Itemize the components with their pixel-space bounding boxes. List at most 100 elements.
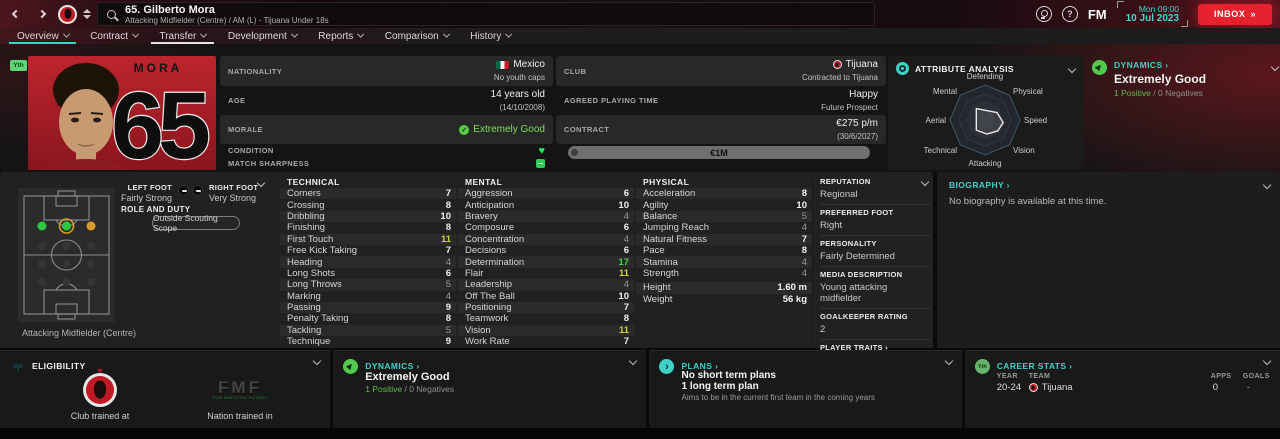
attribute-value: 4: [445, 290, 451, 302]
biography-empty-text: No biography is available at this time.: [949, 196, 1107, 207]
right-foot-label: RIGHT FOOT: [209, 183, 259, 192]
position-pitch-map: [18, 188, 115, 322]
position-dot-amc[interactable]: [62, 221, 71, 231]
dynamics-value: Extremely Good: [1114, 72, 1207, 86]
tab[interactable]: Development: [217, 28, 307, 44]
chevron-down-icon[interactable]: [944, 356, 953, 366]
club-value[interactable]: Tijuana: [802, 59, 878, 70]
chevron-down-icon[interactable]: [629, 356, 638, 366]
position-dot-ml[interactable]: [38, 242, 46, 250]
attribute-label: Heading: [287, 256, 323, 268]
forward-button[interactable]: [32, 4, 52, 24]
left-foot-label: LEFT FOOT: [127, 183, 173, 192]
position-dots[interactable]: [37, 218, 96, 286]
preferred-foot-label: PREFERRED FOOT: [820, 208, 894, 217]
attribute-row: Long Shots 6: [280, 268, 456, 279]
tab[interactable]: History: [459, 28, 522, 44]
position-dot-mc[interactable]: [62, 242, 71, 250]
personality-label: PERSONALITY: [820, 239, 877, 248]
biography-link[interactable]: BIOGRAPHY ›: [949, 180, 1010, 190]
attribute-row: Vision 11: [458, 324, 634, 337]
scouting-scope-button[interactable]: Outside Scouting Scope: [152, 213, 240, 233]
dynamics-pos-neg: 1 Positive / 0 Negatives: [1114, 88, 1206, 98]
dynamics-link[interactable]: DYNAMICS ›: [365, 361, 420, 371]
attribute-label: Leadership: [465, 279, 513, 291]
attribute-label: Stamina: [643, 256, 678, 268]
media-description-label: MEDIA DESCRIPTION: [820, 270, 903, 279]
inbox-arrows-icon: »: [1250, 9, 1257, 19]
career-header-team: TEAM: [1028, 373, 1051, 380]
physical-column: PHYSICAL Acceleration 8 Agility 10 Balan…: [636, 175, 812, 305]
tab[interactable]: Contract: [79, 28, 148, 44]
club-info-panel: CLUB Tijuana Contracted to Tijuana AGREE…: [556, 56, 886, 170]
goalkeeper-rating-value: 2: [820, 324, 826, 335]
chevron-down-icon[interactable]: [312, 356, 322, 366]
attribute-value: 11: [618, 324, 629, 336]
reputation-label: REPUTATION: [820, 177, 871, 186]
tab[interactable]: Overview: [6, 28, 79, 44]
playing-time-row: AGREED PLAYING TIME Happy Future Prospec…: [556, 86, 886, 115]
inbox-button[interactable]: INBOX »: [1198, 3, 1272, 25]
morale-label: MORALE: [228, 125, 263, 134]
attribute-label: Finishing: [287, 222, 326, 234]
back-button[interactable]: [6, 4, 26, 24]
chevron-down-icon: [132, 31, 139, 38]
radar-axis-technical: Technical: [924, 146, 958, 155]
tab-label: Transfer: [159, 30, 197, 42]
chevron-down-icon[interactable]: [1262, 180, 1272, 190]
career-stats-link[interactable]: CAREER STATS ›: [996, 361, 1073, 371]
attribute-label: Work Rate: [465, 336, 510, 348]
position-dot-dl[interactable]: [38, 278, 46, 286]
position-dot-dr[interactable]: [87, 278, 95, 286]
position-dot-dc[interactable]: [62, 278, 71, 286]
attribute-label: Long Shots: [287, 267, 336, 279]
role-and-duty-label: ROLE AND DUTY: [121, 205, 191, 214]
player-traits-link[interactable]: PLAYER TRAITS ›: [820, 343, 888, 352]
attribute-row: Positioning 7: [458, 301, 634, 314]
position-caption: Attacking Midfielder (Centre): [22, 328, 137, 338]
chevron-down-icon[interactable]: [1262, 356, 1272, 366]
tab[interactable]: Transfer: [148, 28, 216, 44]
playing-time-values: Happy Future Prospect: [821, 89, 878, 113]
attribute-value: 8: [445, 313, 451, 325]
player-position-summary: Attacking Midfielder (Centre) / AM (L) -…: [125, 15, 329, 25]
goalkeeper-rating-label: GOALKEEPER RATING: [820, 312, 908, 321]
position-dot-wbl[interactable]: [38, 260, 46, 268]
position-dot-dm[interactable]: [62, 260, 71, 268]
tab-label: Comparison: [384, 30, 439, 42]
dynamics-lines: DYNAMICS › Extremely Good 1 Positive / 0…: [1114, 60, 1206, 98]
attribute-row: Flair 11: [458, 268, 634, 279]
help-icon[interactable]: ?: [1061, 6, 1078, 22]
hint-icon[interactable]: [1035, 6, 1052, 22]
inbox-label: INBOX: [1213, 9, 1246, 19]
tab[interactable]: Comparison: [374, 28, 459, 44]
plans-link[interactable]: PLANS ›: [681, 361, 719, 371]
radar-axis-aerial: Aerial: [926, 116, 947, 125]
search-bar[interactable]: 65. Gilberto Mora Attacking Midfielder (…: [97, 2, 875, 26]
attribute-value: 8: [801, 245, 807, 257]
left-foot-icon: [178, 185, 190, 196]
physique-list: Height 1.60 m Weight 56 kg: [636, 282, 812, 305]
chevron-down-icon: [62, 31, 70, 38]
plans-panel: › PLANS › No short term plans 1 long ter…: [649, 350, 962, 428]
position-dot-amr[interactable]: [86, 221, 96, 231]
attribute-row: Leadership 4: [458, 279, 634, 291]
club-crest-icon[interactable]: [58, 4, 77, 24]
fmf-logo-subtext: POR NUESTRO FÚTBOL: [212, 395, 268, 400]
game-clock: Mon 09:00 10 Jul 2023: [1116, 1, 1189, 27]
cycle-buttons[interactable]: [83, 9, 91, 19]
attribute-label: Balance: [643, 210, 678, 222]
career-apps: 0: [1212, 382, 1219, 393]
tab[interactable]: Reports: [307, 28, 374, 44]
position-dot-mr[interactable]: [87, 242, 95, 250]
position-dot-aml[interactable]: [37, 221, 47, 231]
nationality-row: NATIONALITY Mexico No youth caps: [220, 56, 553, 86]
attribute-label: Bravery: [465, 210, 498, 222]
attribute-value: 9: [445, 336, 451, 348]
morale-text: Extremely Good: [473, 124, 545, 135]
career-team-cell[interactable]: Tijuana: [1028, 382, 1073, 393]
dynamics-link[interactable]: DYNAMICS ›: [1114, 60, 1169, 70]
attribute-label: Tackling: [287, 324, 322, 336]
attribute-label: Flair: [465, 267, 484, 279]
position-dot-wbr[interactable]: [87, 260, 95, 268]
